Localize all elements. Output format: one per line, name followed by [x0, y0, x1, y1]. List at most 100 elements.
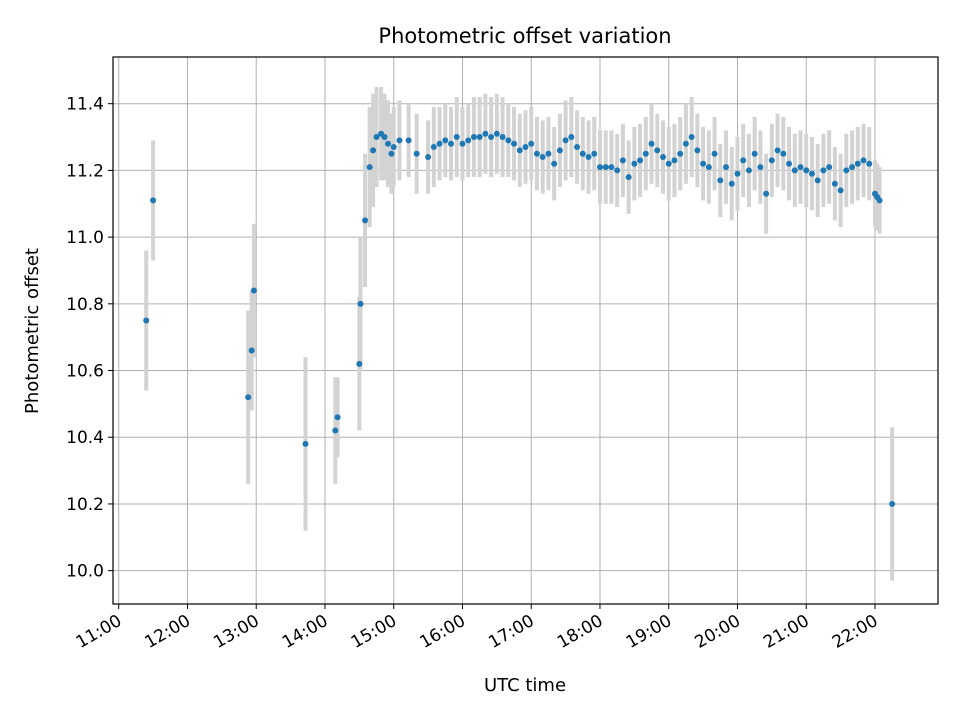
data-point: [505, 137, 512, 144]
data-point: [574, 144, 581, 151]
data-point: [545, 150, 552, 157]
data-point: [757, 164, 764, 171]
data-point: [396, 137, 403, 144]
data-point: [637, 157, 644, 164]
x-tick-label: 17:00: [485, 611, 537, 653]
y-tick-label: 10.0: [66, 562, 104, 582]
data-point: [688, 134, 695, 141]
data-point: [797, 164, 804, 171]
data-point: [453, 134, 460, 141]
data-point: [786, 160, 793, 167]
data-point: [619, 157, 626, 164]
data-point: [745, 167, 752, 174]
data-point: [373, 134, 380, 141]
data-point: [405, 137, 412, 144]
data-point: [528, 140, 535, 147]
data-point: [837, 187, 844, 194]
y-tick-label: 10.6: [66, 362, 104, 382]
data-point: [728, 180, 735, 187]
data-point: [774, 147, 781, 154]
data-point: [717, 177, 724, 184]
data-point: [671, 157, 678, 164]
data-point: [700, 160, 707, 167]
data-point: [356, 360, 363, 367]
data-point: [488, 134, 495, 141]
data-point: [381, 134, 388, 141]
data-point: [654, 147, 661, 154]
x-tick-label: 18:00: [554, 611, 606, 653]
data-point: [357, 300, 364, 307]
data-point: [843, 167, 850, 174]
data-point: [425, 154, 432, 161]
y-tick-label: 10.8: [66, 295, 104, 315]
data-point: [585, 154, 592, 161]
data-point: [854, 160, 861, 167]
x-tick-label: 15:00: [348, 611, 400, 653]
data-point: [705, 164, 712, 171]
data-point: [499, 134, 506, 141]
data-point: [831, 180, 838, 187]
data-point: [677, 150, 684, 157]
data-point: [694, 147, 701, 154]
data-point: [682, 140, 689, 147]
data-point: [723, 164, 730, 171]
data-point: [648, 140, 655, 147]
y-tick-label: 11.4: [66, 95, 104, 115]
error-bars: [144, 87, 895, 581]
x-tick-label: 11:00: [73, 611, 125, 653]
data-point: [388, 150, 395, 157]
data-point: [642, 150, 649, 157]
data-point: [602, 164, 609, 171]
x-tick-label: 16:00: [417, 611, 469, 653]
data-point: [334, 414, 341, 421]
data-point: [522, 144, 529, 151]
data-point: [608, 164, 615, 171]
data-point: [556, 147, 563, 154]
data-point: [533, 150, 540, 157]
data-point: [448, 140, 455, 147]
x-tick-label: 20:00: [692, 611, 744, 653]
data-point: [808, 170, 815, 177]
data-point: [362, 217, 369, 224]
data-point: [413, 150, 420, 157]
data-point: [665, 160, 672, 167]
data-point: [740, 157, 747, 164]
plot-area-frame: [112, 56, 939, 605]
data-point: [866, 160, 873, 167]
data-point: [516, 147, 523, 154]
x-tick-label: 19:00: [623, 611, 675, 653]
data-point: [814, 177, 821, 184]
data-point: [459, 140, 466, 147]
data-point: [614, 167, 621, 174]
data-point: [876, 197, 883, 204]
chart-title: Photometric offset variation: [378, 24, 671, 48]
data-point: [791, 167, 798, 174]
x-tick-label: 12:00: [142, 611, 194, 653]
data-point: [250, 287, 257, 294]
data-point: [591, 150, 598, 157]
data-point: [780, 150, 787, 157]
data-point: [370, 147, 377, 154]
data-point: [562, 137, 569, 144]
data-point: [332, 427, 339, 434]
data-point: [568, 134, 575, 141]
data-point: [660, 154, 666, 161]
data-point: [482, 130, 489, 137]
data-point: [596, 164, 603, 171]
data-point: [302, 440, 309, 447]
data-point: [366, 164, 373, 171]
data-point: [143, 317, 150, 324]
data-point: [511, 140, 518, 147]
data-point: [820, 167, 827, 174]
y-tick-label: 11.0: [66, 228, 104, 248]
x-tick-label: 21:00: [760, 611, 812, 653]
data-point: [579, 150, 586, 157]
data-point: [430, 144, 437, 151]
data-point: [631, 160, 638, 167]
x-tick-label: 14:00: [279, 611, 331, 653]
y-tick-label: 10.2: [66, 495, 104, 515]
data-point: [465, 137, 472, 144]
data-point: [539, 154, 546, 161]
data-point: [390, 144, 397, 151]
